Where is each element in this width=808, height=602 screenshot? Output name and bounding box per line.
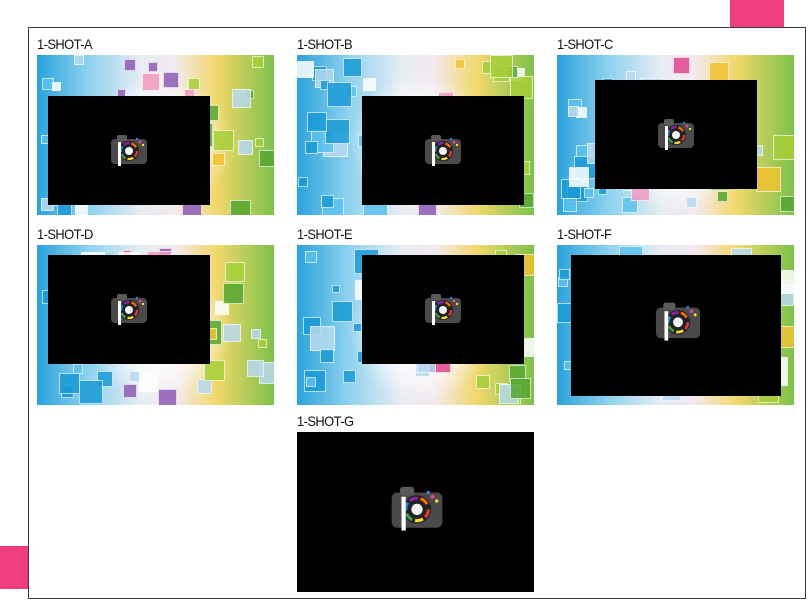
tile-label: 1-SHOT-B: [297, 36, 353, 52]
pattern-square: [510, 378, 531, 399]
pattern-square: [332, 301, 353, 322]
pattern-square: [225, 262, 245, 282]
pattern-square: [223, 283, 244, 304]
pattern-square: [455, 59, 465, 69]
pattern-square: [353, 323, 362, 332]
pattern-square: [559, 269, 570, 280]
pattern-square: [148, 62, 158, 72]
pattern-square: [568, 106, 579, 117]
pattern-square: [124, 59, 136, 71]
pattern-square: [622, 197, 638, 213]
camera-logo-icon: [421, 133, 465, 167]
camera-logo-icon: [651, 300, 705, 342]
pattern-square: [321, 195, 334, 208]
preview-screen: [48, 255, 210, 364]
pattern-square: [343, 370, 356, 383]
pattern-square: [307, 112, 327, 132]
pattern-square: [490, 55, 513, 78]
tile-label: 1-SHOT-A: [37, 36, 93, 52]
camera-logo-icon: [421, 292, 465, 326]
pattern-square: [158, 389, 177, 405]
pattern-square: [238, 140, 253, 155]
tile-label: 1-SHOT-G: [297, 413, 354, 429]
pattern-square: [343, 58, 362, 77]
pattern-square: [52, 82, 61, 91]
pattern-square: [320, 349, 334, 363]
pattern-square: [259, 150, 274, 167]
pattern-square: [123, 384, 137, 398]
pattern-square: [142, 73, 160, 91]
pattern-square: [139, 373, 158, 392]
pattern-square: [251, 329, 261, 339]
pattern-square: [215, 301, 229, 315]
pattern-square: [584, 188, 594, 198]
tile-1-shot-a[interactable]: 1-SHOT-A: [37, 36, 274, 215]
pattern-square: [327, 82, 352, 107]
tile-label: 1-SHOT-E: [297, 226, 353, 242]
pattern-square: [717, 191, 728, 202]
pattern-square: [232, 89, 251, 108]
pattern-square: [310, 326, 335, 351]
pattern-square: [709, 62, 729, 82]
preview-screen: [362, 96, 524, 205]
camera-logo-icon: [107, 133, 151, 167]
pattern-square: [230, 200, 251, 215]
pattern-square: [305, 251, 317, 263]
camera-logo-icon: [107, 292, 151, 326]
pattern-square: [59, 373, 80, 394]
tile-1-shot-e[interactable]: 1-SHOT-E: [297, 226, 534, 405]
pattern-square: [569, 167, 589, 187]
pattern-square: [79, 380, 103, 404]
pattern-square: [247, 360, 264, 377]
pattern-square: [255, 138, 264, 147]
pattern-square: [476, 375, 490, 389]
pattern-square: [163, 72, 179, 88]
pattern-square: [325, 119, 350, 144]
pattern-square: [363, 78, 376, 91]
pattern-square: [780, 196, 794, 212]
tile-1-shot-f[interactable]: 1-SHOT-F: [557, 226, 794, 405]
pattern-square: [673, 57, 690, 74]
pattern-square: [305, 141, 318, 154]
pattern-square: [306, 377, 316, 387]
pattern-square: [213, 130, 234, 151]
preview-screen: [362, 255, 524, 364]
preview-screen: [571, 255, 781, 396]
pattern-square: [197, 379, 212, 394]
tile-label: 1-SHOT-C: [557, 36, 613, 52]
pattern-square: [204, 360, 225, 381]
pattern-square: [773, 135, 794, 160]
pattern-square: [74, 55, 84, 65]
pattern-square: [563, 198, 577, 212]
camera-logo-icon: [654, 117, 698, 151]
camera-logo-icon: [386, 483, 448, 533]
tile-1-shot-g[interactable]: 1-SHOT-G: [297, 413, 534, 592]
tile-1-shot-c[interactable]: 1-SHOT-C: [557, 36, 794, 215]
pattern-square: [258, 339, 267, 348]
tile-label: 1-SHOT-D: [37, 226, 93, 242]
pattern-square: [212, 153, 225, 166]
tile-1-shot-b[interactable]: 1-SHOT-B: [297, 36, 534, 215]
pattern-square: [756, 167, 781, 192]
preview-screen: [48, 96, 210, 205]
preview-screen: [297, 432, 534, 592]
preview-screen: [595, 80, 757, 189]
tile-1-shot-d[interactable]: 1-SHOT-D: [37, 226, 274, 405]
pattern-square: [252, 56, 264, 68]
tile-label: 1-SHOT-F: [557, 226, 612, 242]
pattern-square: [332, 285, 340, 293]
pattern-square: [686, 197, 697, 208]
pattern-square: [297, 61, 314, 78]
pattern-square: [298, 177, 308, 187]
pattern-square: [223, 324, 241, 342]
